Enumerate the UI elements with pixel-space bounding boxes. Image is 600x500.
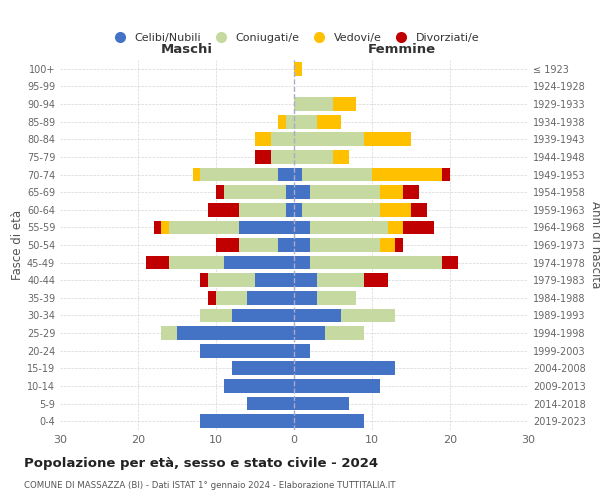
Bar	[310, 238, 380, 252]
Bar	[294, 62, 302, 76]
Bar	[294, 396, 349, 410]
Bar	[380, 186, 403, 199]
Bar	[216, 238, 239, 252]
Bar	[294, 186, 310, 199]
Bar	[294, 150, 333, 164]
Text: Popolazione per età, sesso e stato civile - 2024: Popolazione per età, sesso e stato civil…	[24, 458, 378, 470]
Bar	[278, 238, 294, 252]
Bar	[364, 274, 388, 287]
Bar	[310, 220, 388, 234]
Bar	[286, 186, 294, 199]
Bar	[177, 326, 294, 340]
Bar	[271, 150, 294, 164]
Bar	[286, 115, 294, 128]
Bar	[161, 220, 169, 234]
Bar	[216, 186, 224, 199]
Bar	[239, 238, 278, 252]
Bar	[302, 203, 380, 216]
Bar	[278, 168, 294, 181]
Bar	[302, 168, 372, 181]
Bar	[294, 414, 364, 428]
Bar	[247, 396, 294, 410]
Bar	[255, 274, 294, 287]
Bar	[208, 203, 239, 216]
Bar	[161, 326, 177, 340]
Bar	[411, 203, 427, 216]
Bar	[200, 168, 278, 181]
Bar	[224, 379, 294, 393]
Bar	[146, 256, 169, 270]
Bar	[403, 220, 434, 234]
Bar	[317, 291, 356, 304]
Bar	[224, 186, 286, 199]
Bar	[294, 97, 333, 111]
Bar	[224, 256, 294, 270]
Bar	[395, 238, 403, 252]
Bar	[278, 115, 286, 128]
Bar	[271, 132, 294, 146]
Bar	[232, 308, 294, 322]
Y-axis label: Fasce di età: Fasce di età	[11, 210, 24, 280]
Bar	[208, 291, 216, 304]
Bar	[333, 150, 349, 164]
Bar	[294, 256, 310, 270]
Bar	[310, 256, 442, 270]
Bar	[247, 291, 294, 304]
Bar	[286, 203, 294, 216]
Bar	[208, 274, 255, 287]
Bar	[294, 274, 317, 287]
Bar	[216, 291, 247, 304]
Bar	[442, 256, 458, 270]
Bar	[200, 274, 208, 287]
Bar	[403, 186, 419, 199]
Bar	[294, 168, 302, 181]
Bar	[380, 203, 411, 216]
Bar	[169, 220, 239, 234]
Bar	[232, 362, 294, 375]
Bar	[294, 308, 341, 322]
Text: Maschi: Maschi	[160, 44, 212, 57]
Bar	[294, 220, 310, 234]
Bar	[154, 220, 161, 234]
Bar	[333, 97, 356, 111]
Bar	[294, 238, 310, 252]
Bar	[200, 308, 232, 322]
Bar	[442, 168, 450, 181]
Bar	[317, 274, 364, 287]
Bar	[200, 414, 294, 428]
Bar	[239, 203, 286, 216]
Bar	[169, 256, 224, 270]
Bar	[294, 326, 325, 340]
Text: Femmine: Femmine	[368, 44, 436, 57]
Bar	[255, 132, 271, 146]
Bar	[294, 203, 302, 216]
Text: COMUNE DI MASSAZZA (BI) - Dati ISTAT 1° gennaio 2024 - Elaborazione TUTTITALIA.I: COMUNE DI MASSAZZA (BI) - Dati ISTAT 1° …	[24, 481, 395, 490]
Bar	[310, 186, 380, 199]
Bar	[388, 220, 403, 234]
Bar	[239, 220, 294, 234]
Y-axis label: Anni di nascita: Anni di nascita	[589, 202, 600, 288]
Bar	[294, 115, 317, 128]
Bar	[380, 238, 395, 252]
Bar	[255, 150, 271, 164]
Bar	[294, 344, 310, 358]
Bar	[325, 326, 364, 340]
Bar	[294, 379, 380, 393]
Bar	[364, 132, 411, 146]
Bar	[294, 362, 395, 375]
Bar	[193, 168, 200, 181]
Bar	[341, 308, 395, 322]
Bar	[372, 168, 442, 181]
Bar	[294, 132, 364, 146]
Bar	[317, 115, 341, 128]
Bar	[294, 291, 317, 304]
Legend: Celibi/Nubili, Coniugati/e, Vedovi/e, Divorziati/e: Celibi/Nubili, Coniugati/e, Vedovi/e, Di…	[104, 28, 484, 48]
Bar	[200, 344, 294, 358]
